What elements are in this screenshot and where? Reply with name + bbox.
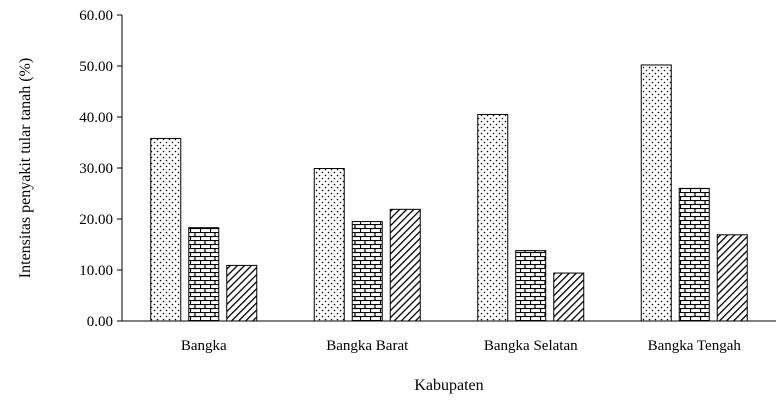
x-axis-title: Kabupaten bbox=[414, 377, 483, 394]
x-category-label: Bangka Barat bbox=[326, 338, 409, 354]
category-labels: Bangka Bangka Barat Bangka Selatan Bangka T… bbox=[181, 338, 742, 354]
bar bbox=[717, 235, 747, 321]
axes bbox=[122, 15, 776, 321]
y-tick-label: 0.00 bbox=[87, 314, 113, 330]
bar bbox=[151, 138, 181, 321]
y-tick-label: 50.00 bbox=[79, 59, 113, 75]
bar bbox=[189, 228, 219, 321]
bar bbox=[516, 251, 546, 321]
bar bbox=[314, 169, 344, 321]
y-tick-label: 60.00 bbox=[79, 8, 113, 24]
y-tick-label: 10.00 bbox=[79, 263, 113, 279]
bar bbox=[227, 265, 257, 321]
bar bbox=[641, 65, 671, 321]
x-category-label: Bangka Tengah bbox=[648, 338, 742, 354]
y-tick-label: 30.00 bbox=[79, 161, 113, 177]
y-tick-label: 20.00 bbox=[79, 212, 113, 228]
bar bbox=[679, 188, 709, 321]
bars bbox=[151, 65, 748, 321]
bar bbox=[390, 209, 420, 321]
bar bbox=[478, 114, 508, 321]
x-category-label: Bangka bbox=[181, 338, 227, 354]
bar bbox=[352, 222, 382, 321]
x-category-label: Bangka Selatan bbox=[484, 338, 578, 354]
bar bbox=[554, 273, 584, 321]
y-axis-ticks: 0.00 10.00 20.00 30.00 40.00 50.00 60.00 bbox=[79, 8, 122, 330]
y-axis-title: Intensitas penyakit tular tanah (%) bbox=[17, 58, 34, 278]
y-tick-label: 40.00 bbox=[79, 110, 113, 126]
